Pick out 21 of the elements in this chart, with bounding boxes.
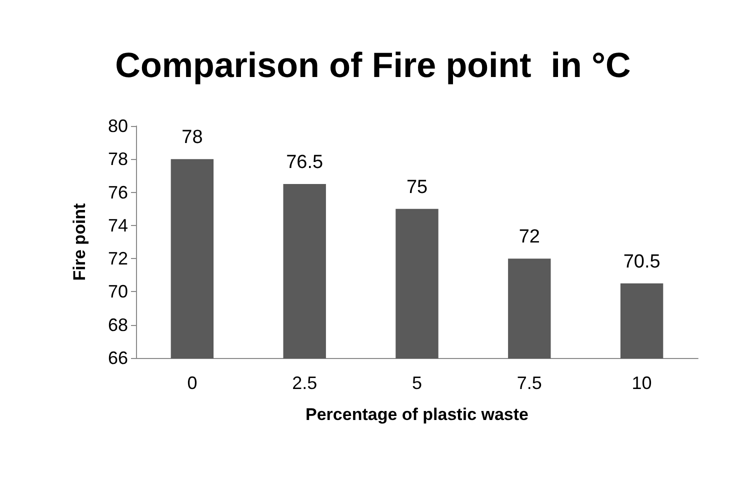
data-label: 75 — [406, 176, 428, 198]
y-tick-label: 72 — [108, 248, 128, 269]
y-tick-label: 74 — [108, 215, 128, 236]
x-tick-label: 10 — [632, 373, 652, 393]
y-tick-label: 76 — [108, 182, 128, 202]
data-label: 70.5 — [623, 251, 660, 272]
data-label: 76.5 — [286, 152, 324, 173]
y-tick-label: 68 — [108, 314, 128, 335]
x-axis-title: Percentage of plastic waste — [306, 405, 528, 424]
x-tick-label: 2.5 — [292, 373, 318, 393]
y-tick-label: 66 — [108, 348, 128, 368]
x-tick-label: 0 — [187, 373, 198, 393]
y-tick-label: 78 — [108, 149, 128, 170]
data-label: 72 — [518, 226, 540, 248]
chart-title: Comparison of Fire point in °C — [115, 46, 631, 85]
y-tick-label: 70 — [108, 282, 128, 302]
x-tick-label: 5 — [412, 373, 422, 393]
y-tick-label: 80 — [108, 116, 128, 136]
y-axis-title: Fire point — [70, 202, 89, 281]
x-tick-label: 7.5 — [516, 373, 542, 393]
data-label: 78 — [182, 127, 203, 148]
